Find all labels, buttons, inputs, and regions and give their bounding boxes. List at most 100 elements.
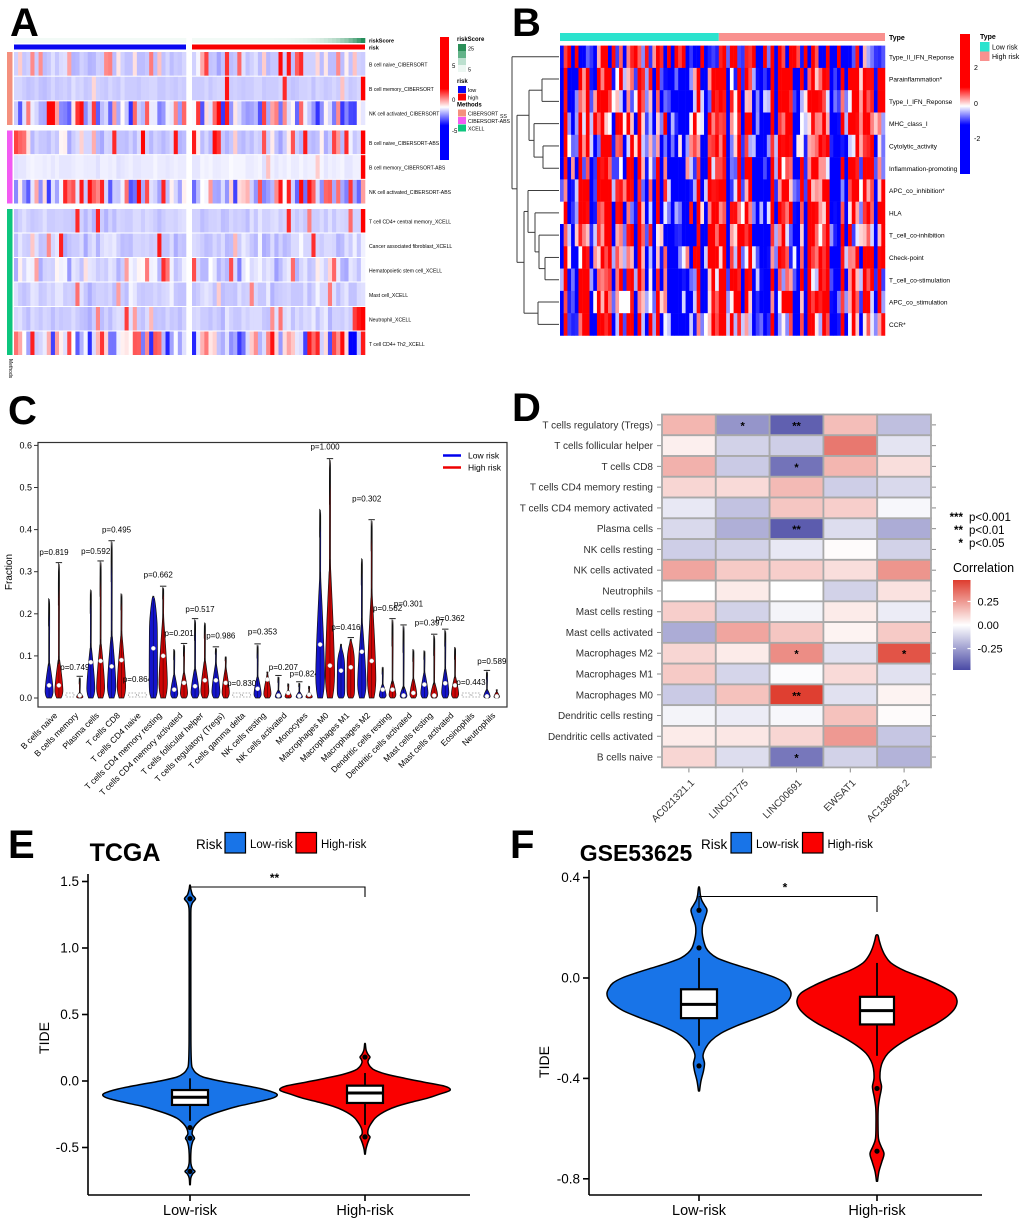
matrix-cell xyxy=(659,290,664,314)
matrix-cell xyxy=(582,179,587,202)
matrix-cell xyxy=(633,157,638,180)
violin-body xyxy=(76,677,84,699)
row-label-a: Cancer associated fibroblast_XCELL xyxy=(369,244,452,250)
matrix-cell xyxy=(670,268,675,292)
matrix-cell xyxy=(811,67,816,91)
matrix-cell xyxy=(788,67,793,91)
matrix-cell xyxy=(792,112,797,136)
matrix-cell xyxy=(91,101,97,125)
matrix-cell xyxy=(670,134,675,158)
matrix-cell xyxy=(571,112,576,136)
median-dot xyxy=(98,658,103,664)
matrix-cell xyxy=(696,67,701,91)
matrix-cell xyxy=(829,67,834,91)
matrix-cell xyxy=(257,331,263,355)
matrix-cell xyxy=(604,179,609,202)
matrix-cell xyxy=(262,307,267,331)
matrix-cell xyxy=(241,233,246,257)
matrix-cell xyxy=(233,307,238,331)
matrix-cell xyxy=(785,67,790,91)
matrix-cell xyxy=(630,90,635,113)
matrix-cell xyxy=(192,155,197,179)
matrix-cell xyxy=(30,52,35,76)
correlation-cell xyxy=(876,558,932,582)
matrix-cell xyxy=(718,45,723,69)
violin-body xyxy=(221,656,230,699)
matrix-cell xyxy=(63,155,68,179)
matrix-cell xyxy=(54,130,60,155)
matrix-cell xyxy=(233,155,238,179)
violin-body xyxy=(116,593,127,699)
matrix-cell xyxy=(836,201,841,225)
matrix-cell xyxy=(715,313,720,336)
matrix-cell xyxy=(196,52,201,76)
matrix-cell xyxy=(803,224,808,247)
matrix-cell xyxy=(315,155,320,179)
matrix-cell xyxy=(770,224,775,247)
matrix-cell xyxy=(604,45,609,69)
violin-body xyxy=(96,561,105,699)
matrix-cell xyxy=(128,179,134,204)
matrix-cell xyxy=(582,157,587,180)
methods-sidebar-xcell xyxy=(7,209,13,355)
matrix-cell xyxy=(759,157,764,180)
matrix-cell xyxy=(641,268,646,292)
matrix-cell xyxy=(866,290,871,314)
matrix-cell xyxy=(327,331,333,355)
median-dot xyxy=(442,680,448,686)
riskscore-cell xyxy=(59,38,64,43)
correlation-cell xyxy=(661,579,717,603)
outlier-dot xyxy=(696,907,702,913)
matrix-cell xyxy=(91,282,97,306)
matrix-cell xyxy=(181,155,187,179)
matrix-cell xyxy=(829,134,834,158)
riskscore-cell xyxy=(307,38,312,43)
legend-riskscore-swatch xyxy=(458,65,466,72)
matrix-cell xyxy=(220,282,226,306)
matrix-cell xyxy=(600,45,605,69)
correlation-cell xyxy=(876,579,932,603)
matrix-cell xyxy=(608,290,612,314)
matrix-cell xyxy=(670,179,675,202)
matrix-cell xyxy=(145,52,150,76)
matrix-cell xyxy=(274,155,279,179)
matrix-cell xyxy=(866,67,871,91)
matrix-cell xyxy=(278,155,283,179)
matrix-cell xyxy=(216,155,222,179)
matrix-cell xyxy=(153,331,158,355)
matrix-cell xyxy=(766,246,771,269)
matrix-cell xyxy=(637,45,642,69)
legend-methods-swatch xyxy=(458,117,466,124)
matrix-cell xyxy=(108,233,113,257)
matrix-cell xyxy=(707,90,712,113)
matrix-cell xyxy=(319,101,325,125)
matrix-cell xyxy=(237,155,242,179)
matrix-cell xyxy=(120,209,125,233)
matrix-cell xyxy=(644,67,649,91)
matrix-cell xyxy=(229,258,234,282)
matrix-cell xyxy=(87,307,93,331)
matrix-cell xyxy=(726,313,731,336)
matrix-cell xyxy=(278,179,283,204)
matrix-cell xyxy=(637,90,642,113)
matrix-cell xyxy=(59,179,64,204)
matrix-cell xyxy=(237,209,242,233)
matrix-cell xyxy=(800,90,804,113)
matrix-cell xyxy=(229,307,234,331)
matrix-cell xyxy=(157,52,162,76)
matrix-cell xyxy=(881,90,886,113)
matrix-cell xyxy=(177,209,183,233)
matrix-cell xyxy=(83,209,89,233)
matrix-cell xyxy=(814,201,819,225)
matrix-cell xyxy=(34,282,39,306)
significance-star: * xyxy=(794,753,799,765)
matrix-cell xyxy=(729,90,734,113)
matrix-cell xyxy=(763,290,768,314)
matrix-cell xyxy=(120,307,125,331)
matrix-cell xyxy=(733,134,738,158)
matrix-cell xyxy=(360,233,366,257)
matrix-cell xyxy=(807,290,812,314)
tiny-dashed-box xyxy=(242,692,251,698)
matrix-cell xyxy=(100,209,105,233)
matrix-cell xyxy=(877,90,882,113)
